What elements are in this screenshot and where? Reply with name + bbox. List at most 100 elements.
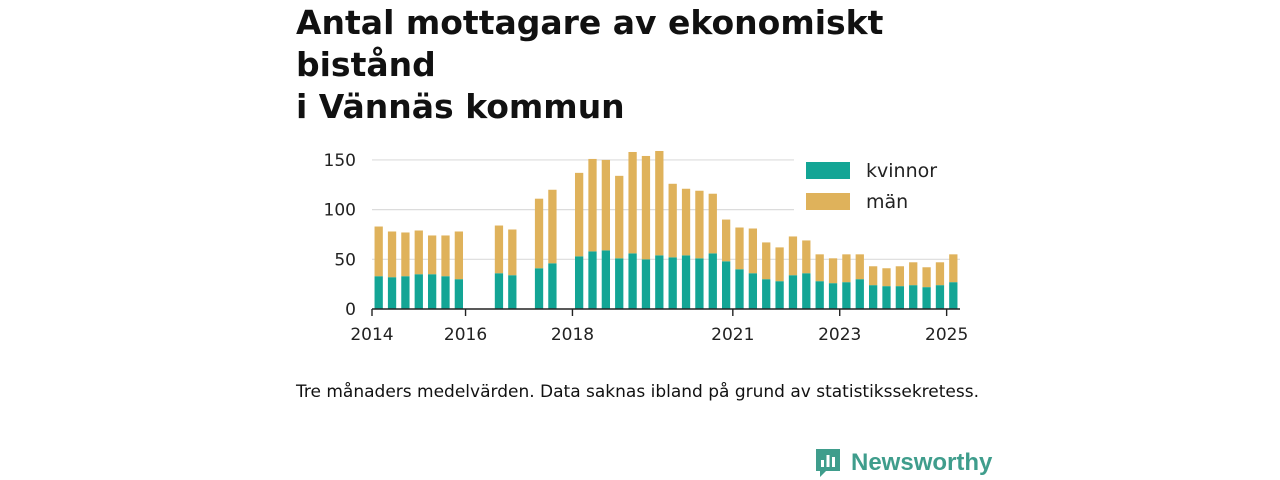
chart-title-line-2: i Vännäs kommun [296,87,625,126]
y-tick-label: 150 [324,151,356,171]
y-axis-ticks: 0 50 100 150 [324,151,356,320]
bar-kvinnor [641,259,651,309]
bar-man [441,235,450,277]
bar-kvinnor [427,274,437,309]
bar-man [494,225,504,274]
legend-swatch [806,162,850,179]
bar-kvinnor [548,263,557,309]
x-tick-label: 2023 [818,325,861,345]
bar-kvinnor [735,269,744,309]
bar-man [868,266,878,286]
bar-kvinnor [387,277,397,309]
bar-kvinnor [922,287,931,309]
bar-kvinnor [601,250,611,309]
x-axis: 2014 2016 2018 2021 2023 2025 [350,308,968,345]
bar-kvinnor [588,251,597,309]
bar-man [574,172,584,257]
y-tick-label: 0 [345,300,356,320]
bar-kvinnor [441,276,450,309]
chart-title-line-1: Antal mottagare av ekonomiskt bistånd [296,3,884,84]
y-tick-label: 100 [324,201,356,221]
bar-kvinnor [454,279,464,309]
bar-man [909,262,918,286]
bar-man [855,254,864,280]
legend-label: kvinnor [866,160,937,182]
bar-kvinnor [695,258,704,309]
x-tick-label: 2025 [925,325,968,345]
bar-kvinnor [815,281,824,309]
footnote: Tre månaders medelvärden. Data saknas ib… [296,382,979,402]
bar-man [681,188,691,256]
bar-man [615,175,624,259]
bar-kvinnor [401,276,410,309]
bar-kvinnor [882,286,891,309]
legend: kvinnor män [794,155,966,221]
bar-kvinnor [802,273,811,309]
bar-man [788,236,798,276]
bar-man [427,235,437,275]
bar-man [414,230,423,275]
brand-logo[interactable]: Newsworthy [814,446,992,480]
x-tick-label: 2016 [444,325,487,345]
bar-man [695,190,704,259]
bar-kvinnor [748,273,758,309]
bar-kvinnor [655,255,664,309]
y-tick-label: 50 [334,250,356,270]
bar-kvinnor [895,286,905,309]
bar-man [508,229,517,276]
bar-man [735,227,744,270]
bar-man [949,254,958,283]
bar-kvinnor [708,253,717,309]
bar-man [588,158,597,252]
bar-man [882,268,891,287]
bar-man [534,198,544,269]
bar-man [454,231,464,280]
bar-kvinnor [909,285,918,309]
bar-man [641,155,651,260]
bar-kvinnor [414,274,423,309]
legend-swatch [806,193,850,210]
bar-man [387,231,397,278]
x-tick-label: 2018 [551,325,594,345]
brand-name: Newsworthy [851,449,993,476]
bar-man [655,150,664,256]
x-tick-label: 2014 [350,325,393,345]
bar-kvinnor [508,275,517,309]
bar-kvinnor [668,257,677,309]
bar-kvinnor [628,253,637,309]
bar-man [815,254,824,282]
bar-man [721,219,731,262]
bar-kvinnor [949,282,958,309]
legend-label: män [866,191,908,213]
x-tick-label: 2021 [711,325,754,345]
bar-kvinnor [775,281,784,309]
chart-title: Antal mottagare av ekonomiskt bistånd i … [296,2,1016,128]
bar-kvinnor [494,273,504,309]
bar-man [828,258,838,284]
bar-man [802,240,811,274]
bar-man [401,232,410,277]
bar-man [374,226,383,277]
bar-kvinnor [762,279,771,309]
bar-kvinnor [374,276,383,309]
bar-man [762,242,771,280]
bar-man [935,262,945,286]
bar-man [668,183,677,258]
bar-kvinnor [788,275,798,309]
bar-kvinnor [855,279,864,309]
bar-man [895,266,905,287]
bar-man [601,159,611,251]
bar-kvinnor [935,285,945,309]
bar-man [842,254,851,283]
bar-kvinnor [574,256,584,309]
bar-man [748,228,758,274]
bar-kvinnor [534,268,544,309]
bar-kvinnor [681,255,691,309]
bar-man [775,247,784,282]
bar-kvinnor [868,285,878,309]
bar-man [548,189,557,264]
bar-man [922,267,931,288]
bar-man [708,193,717,254]
bars [374,150,958,309]
